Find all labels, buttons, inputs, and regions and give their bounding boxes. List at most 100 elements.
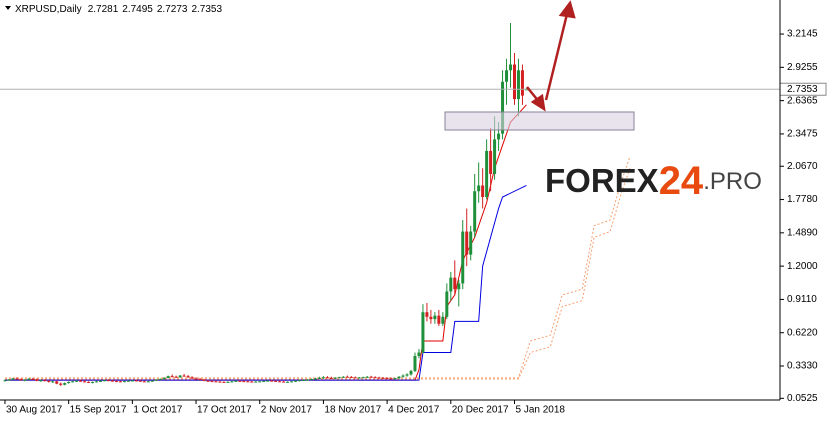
zone-rectangle xyxy=(444,111,635,131)
candle-body xyxy=(230,381,234,383)
candle-body xyxy=(417,352,421,356)
candle-body xyxy=(393,378,397,380)
candle-body xyxy=(130,380,134,382)
candle-body xyxy=(481,185,485,198)
candle-body xyxy=(3,380,7,382)
y-tick-label: 2.3475 xyxy=(787,129,818,140)
candle-body xyxy=(262,380,266,382)
candle-body xyxy=(520,70,524,96)
candle-body xyxy=(166,376,170,378)
y-tick-label: 0.3330 xyxy=(787,361,818,372)
candle-body xyxy=(317,377,321,379)
candle-body xyxy=(401,375,405,377)
candle-body xyxy=(469,231,473,255)
candle-body xyxy=(75,380,79,382)
candle-body xyxy=(158,379,162,381)
y-tick-label: 0.9110 xyxy=(787,294,817,305)
candle-body xyxy=(321,377,325,379)
watermark: FOREX24.PRO xyxy=(545,159,762,203)
candle-body xyxy=(242,381,246,383)
candle-body xyxy=(270,380,274,382)
candle-body xyxy=(146,381,150,383)
candle-body xyxy=(313,378,317,380)
candle-body xyxy=(365,376,369,378)
candle-body xyxy=(425,312,429,317)
x-tick-label: 18 Nov 2017 xyxy=(324,405,381,416)
candle-body xyxy=(206,380,210,382)
y-tick-label: 1.4890 xyxy=(787,227,818,238)
marks-layer xyxy=(0,23,780,386)
candle-body xyxy=(441,316,445,324)
watermark-suffix: .PRO xyxy=(703,168,762,195)
low: 2.7273 xyxy=(157,4,188,15)
candle-body xyxy=(465,231,469,255)
candle-body xyxy=(357,377,361,379)
candle-body xyxy=(162,377,166,380)
candle-body xyxy=(234,380,238,382)
candle-body xyxy=(210,381,214,383)
arrows xyxy=(526,0,576,112)
y-tick-label: 2.9255 xyxy=(787,62,818,73)
candle-body xyxy=(449,277,453,292)
candle-body xyxy=(198,379,202,381)
candle-body xyxy=(91,381,95,383)
candle-body xyxy=(413,355,417,371)
candle-body xyxy=(142,381,146,383)
candle-body xyxy=(309,379,313,381)
candle-body xyxy=(274,380,278,382)
candle-body xyxy=(493,139,497,174)
header: XRPUSD,Daily 2.7281 2.7495 2.7273 2.7353 xyxy=(15,4,222,15)
candle-body xyxy=(31,378,35,380)
candle-body xyxy=(87,381,91,383)
candle-body xyxy=(433,315,437,320)
candle-body xyxy=(377,377,381,379)
candle-body xyxy=(35,379,39,381)
candle-body xyxy=(118,381,122,383)
candle-body xyxy=(226,381,230,383)
candle-body xyxy=(55,381,59,384)
candle-body xyxy=(501,81,505,134)
candle-body xyxy=(512,64,516,100)
candle-body xyxy=(39,380,43,382)
candle-body xyxy=(509,64,513,71)
candle-body xyxy=(246,381,250,383)
candle-body xyxy=(178,375,182,378)
candle-body xyxy=(306,379,310,381)
candle-body xyxy=(154,379,158,381)
candle-body xyxy=(67,381,71,384)
candle-body xyxy=(7,379,11,381)
candle-body xyxy=(214,381,218,383)
candle-body xyxy=(429,316,433,320)
symbol-marker xyxy=(5,6,11,10)
arrow-up xyxy=(544,13,569,101)
candle-body xyxy=(114,381,118,383)
candle-body xyxy=(182,375,186,377)
x-tick-label: 30 Aug 2017 xyxy=(6,405,63,416)
candle-body xyxy=(106,380,110,382)
candle-body xyxy=(79,380,83,382)
candle-body xyxy=(505,70,509,82)
x-tick-label: 20 Dec 2017 xyxy=(452,405,509,416)
candle-body xyxy=(341,376,345,378)
candle-body xyxy=(43,380,47,382)
candle-body xyxy=(122,381,126,383)
candle-body xyxy=(453,277,457,290)
x-tick-label: 15 Sep 2017 xyxy=(70,405,127,416)
candle-body xyxy=(27,378,31,380)
candle-body xyxy=(389,378,393,380)
x-tick-label: 1 Oct 2017 xyxy=(133,405,182,416)
close: 2.7353 xyxy=(191,4,222,15)
candle-body xyxy=(83,381,87,383)
candle-body xyxy=(353,377,357,379)
candle-body xyxy=(15,378,19,380)
candle-body xyxy=(329,377,333,379)
x-tick-label: 4 Dec 2017 xyxy=(388,405,440,416)
candle-body xyxy=(71,381,75,383)
y-tick-label: 1.7780 xyxy=(787,194,818,205)
candle-body xyxy=(333,377,337,379)
candle-body xyxy=(218,381,222,383)
candle-body xyxy=(397,376,401,379)
candle-body xyxy=(349,376,353,378)
candle-body xyxy=(59,383,63,385)
